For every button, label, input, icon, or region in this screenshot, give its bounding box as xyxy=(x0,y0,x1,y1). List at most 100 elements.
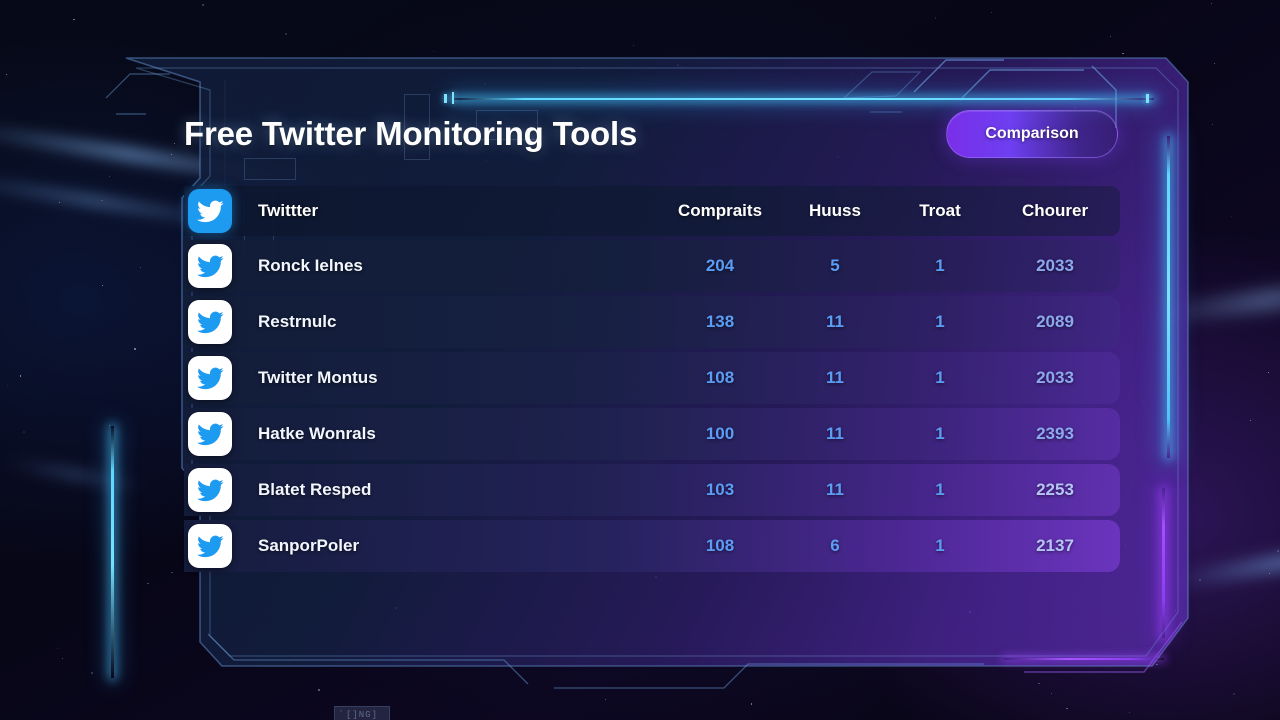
star xyxy=(1277,549,1280,552)
panel-content: Free Twitter Monitoring Tools Comparison… xyxy=(184,110,1120,572)
cell-compraits: 108 xyxy=(705,368,735,387)
star xyxy=(433,50,435,52)
star xyxy=(1066,707,1068,710)
comparison-table: Twittter Compraits Huuss Troat Chourer Ronck … xyxy=(184,186,1120,572)
twitter-icon xyxy=(188,300,232,344)
star xyxy=(5,73,7,75)
cell-troat: 1 xyxy=(935,424,945,443)
row-icon-cell xyxy=(184,356,250,400)
star xyxy=(1156,663,1158,666)
star xyxy=(1233,692,1235,695)
star xyxy=(139,266,141,268)
panel-bottom-purple-edge xyxy=(1004,658,1164,660)
table-row[interactable]: Restrnulc 138 11 1 2089 xyxy=(184,296,1120,348)
decor-glyph-block: []NG] xyxy=(334,706,390,720)
twitter-icon xyxy=(188,524,232,568)
cell-compraits: 103 xyxy=(705,480,735,499)
row-icon-cell xyxy=(184,412,250,456)
comparison-badge-button[interactable]: Comparison xyxy=(946,110,1118,158)
column-header-troat: Troat xyxy=(919,201,961,220)
star xyxy=(1159,657,1161,659)
twitter-icon xyxy=(188,468,232,512)
table-row[interactable]: Blatet Resped 103 11 1 2253 xyxy=(184,464,1120,516)
column-header-huuss: Huuss xyxy=(809,201,861,220)
cell-troat: 1 xyxy=(935,256,945,275)
star xyxy=(134,348,136,351)
star xyxy=(101,199,103,202)
tool-name: Hatke Wonrals xyxy=(258,424,376,443)
cell-chourer: 2393 xyxy=(1036,424,1074,443)
texture-plate-box xyxy=(404,94,430,160)
cell-compraits: 100 xyxy=(705,424,735,443)
column-header-compraits: Compraits xyxy=(677,201,763,220)
table-row[interactable]: Hatke Wonrals 100 11 1 2393 xyxy=(184,408,1120,460)
panel-header: Free Twitter Monitoring Tools Comparison xyxy=(184,110,1120,158)
panel-left-glow-edge xyxy=(111,426,114,678)
table-row[interactable]: SanporPoler 108 6 1 2137 xyxy=(184,520,1120,572)
star xyxy=(57,647,58,649)
star xyxy=(147,582,149,585)
tool-name: Restrnulc xyxy=(258,312,337,331)
twitter-icon xyxy=(188,356,232,400)
cell-chourer: 2033 xyxy=(1036,368,1074,387)
star xyxy=(1210,3,1212,4)
star xyxy=(318,689,321,692)
star xyxy=(1214,62,1216,64)
cell-huuss: 11 xyxy=(826,368,844,387)
star xyxy=(1230,216,1232,218)
hud-tick xyxy=(1146,94,1149,103)
hud-tick xyxy=(452,92,454,104)
row-icon-cell xyxy=(184,468,250,512)
tool-name: Twitter Montus xyxy=(258,368,378,387)
tool-name: Blatet Resped xyxy=(258,480,372,499)
tool-name: SanporPoler xyxy=(258,536,360,555)
hud-tick xyxy=(444,94,447,103)
star xyxy=(6,385,8,387)
cell-chourer: 2253 xyxy=(1036,480,1074,499)
panel-top-glow-edge xyxy=(454,98,1154,100)
panel-right-purple-edge xyxy=(1162,488,1165,638)
column-header-name: Twittter xyxy=(258,201,319,220)
cell-chourer: 2089 xyxy=(1036,312,1074,331)
cell-troat: 1 xyxy=(935,536,945,555)
cell-chourer: 2033 xyxy=(1036,256,1074,275)
cell-chourer: 2137 xyxy=(1036,536,1074,555)
star xyxy=(990,12,992,13)
twitter-icon xyxy=(188,189,232,233)
star xyxy=(1212,124,1214,126)
column-header-chourer: Chourer xyxy=(1021,201,1089,220)
star xyxy=(1122,53,1124,55)
star xyxy=(19,375,21,377)
cell-compraits: 204 xyxy=(705,256,735,275)
star xyxy=(108,425,110,426)
panel-right-glow-edge xyxy=(1167,136,1170,458)
star xyxy=(1051,693,1053,695)
star xyxy=(1129,712,1131,714)
star xyxy=(1268,371,1269,373)
cell-huuss: 6 xyxy=(830,536,840,555)
star xyxy=(58,201,61,204)
star xyxy=(62,657,64,659)
cell-troat: 1 xyxy=(935,480,945,499)
cell-troat: 1 xyxy=(935,312,945,331)
table-row[interactable]: Twitter Montus 108 11 1 2033 xyxy=(184,352,1120,404)
texture-plate-box xyxy=(244,158,296,180)
row-icon-cell xyxy=(184,524,250,568)
table-row[interactable]: Ronck Ielnes 204 5 1 2033 xyxy=(184,240,1120,292)
star xyxy=(1250,420,1252,422)
cell-compraits: 138 xyxy=(705,312,735,331)
star xyxy=(90,672,93,675)
star xyxy=(934,17,936,19)
cell-huuss: 11 xyxy=(826,424,844,443)
page-title: Free Twitter Monitoring Tools xyxy=(184,115,638,152)
star xyxy=(750,703,753,706)
star xyxy=(285,33,288,36)
twitter-icon xyxy=(188,244,232,288)
star xyxy=(633,45,635,47)
row-icon-cell xyxy=(184,300,250,344)
cell-huuss: 5 xyxy=(830,256,840,275)
star xyxy=(1038,682,1040,685)
star xyxy=(1109,36,1111,38)
cell-huuss: 11 xyxy=(826,312,844,331)
star xyxy=(102,284,103,286)
